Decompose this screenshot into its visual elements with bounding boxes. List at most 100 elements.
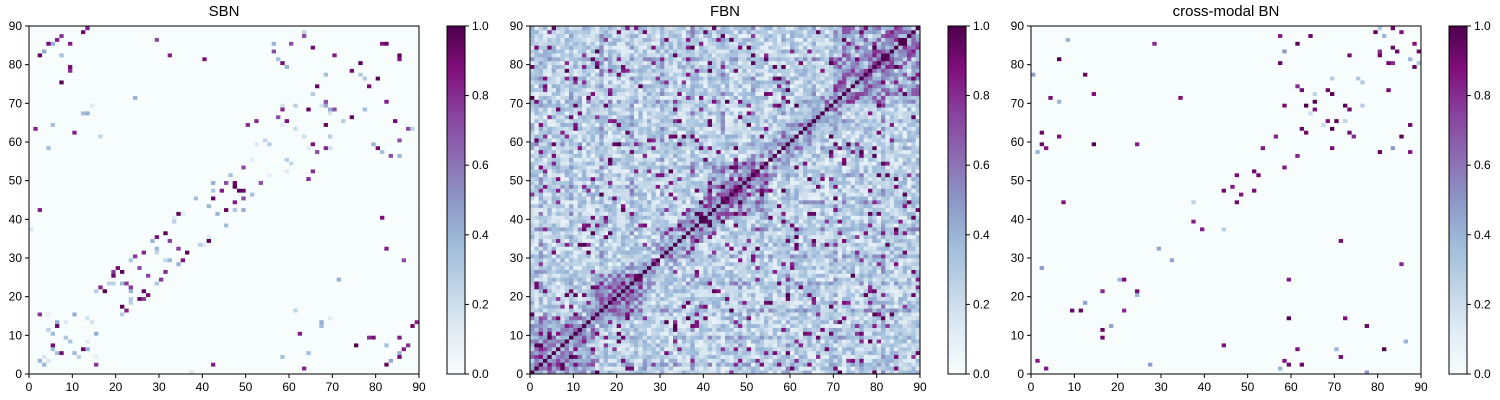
heatmap-cell <box>98 304 104 309</box>
heatmap-cell <box>159 254 164 259</box>
heatmap-cell <box>354 161 359 166</box>
heatmap-cell <box>202 230 208 236</box>
heatmap-cell <box>250 203 255 209</box>
heatmap-cell <box>414 288 420 294</box>
heatmap-cell <box>115 370 121 375</box>
heatmap-cell <box>102 261 108 267</box>
heatmap-cell <box>371 250 377 255</box>
heatmap-cell <box>224 316 229 321</box>
heatmap-cell <box>323 180 329 185</box>
heatmap-cell <box>336 316 342 321</box>
heatmap-cell <box>289 172 294 178</box>
heatmap-cell <box>284 265 290 270</box>
heatmap-cell <box>349 169 355 174</box>
heatmap-cell <box>358 327 364 332</box>
heatmap-cell <box>193 184 199 189</box>
heatmap-cell <box>163 273 169 278</box>
heatmap-cell <box>215 319 221 325</box>
heatmap-cell <box>414 192 420 197</box>
heatmap-cell <box>189 254 195 259</box>
heatmap-cell <box>163 203 169 209</box>
heatmap-cell <box>375 176 381 182</box>
heatmap-cell <box>358 308 364 313</box>
heatmap-cell <box>211 227 216 232</box>
heatmap-cell <box>85 196 91 201</box>
heatmap-cell <box>172 188 177 193</box>
heatmap-cell <box>406 292 411 298</box>
heatmap-cell <box>120 288 125 294</box>
heatmap-cell <box>154 242 160 247</box>
heatmap-cell <box>124 207 130 212</box>
heatmap-cell <box>310 273 316 278</box>
heatmap-cell <box>332 273 338 278</box>
heatmap-cell <box>237 285 242 290</box>
heatmap-cell <box>297 366 303 371</box>
heatmap-cell <box>159 234 164 240</box>
heatmap-cell <box>401 346 407 352</box>
heatmap-cell <box>280 219 286 224</box>
heatmap-cell <box>102 339 108 344</box>
heatmap-cell <box>163 196 169 201</box>
heatmap-cell <box>406 323 411 328</box>
heatmap-cell <box>414 323 420 328</box>
heatmap-cell <box>367 370 372 375</box>
heatmap-cell <box>245 196 251 201</box>
heatmap-cell <box>401 304 407 309</box>
heatmap-cell <box>380 188 385 193</box>
heatmap-cell <box>232 184 238 189</box>
heatmap-cell <box>332 319 338 325</box>
heatmap-cell <box>237 273 242 278</box>
heatmap-cell <box>85 339 91 344</box>
heatmap-cell <box>302 335 307 340</box>
heatmap-cell <box>237 203 242 209</box>
heatmap-cell <box>124 343 130 348</box>
heatmap-cell <box>401 169 407 174</box>
heatmap-cell <box>254 335 260 340</box>
heatmap-cell <box>128 312 134 317</box>
heatmap-cell <box>180 269 186 274</box>
heatmap-cell <box>319 265 325 270</box>
heatmap-cell <box>224 281 229 286</box>
heatmap-cell <box>29 258 34 263</box>
heatmap-cell <box>375 219 381 224</box>
heatmap-cell <box>94 246 99 251</box>
heatmap-cell <box>102 292 108 298</box>
heatmap-cell <box>215 354 221 359</box>
heatmap-cell <box>367 227 372 232</box>
heatmap-cell <box>258 250 264 255</box>
heatmap-cell <box>128 331 134 336</box>
heatmap-cell <box>289 184 294 189</box>
heatmap-cell <box>228 269 234 274</box>
heatmap-cell <box>128 335 134 340</box>
heatmap-cell <box>362 335 368 340</box>
heatmap-cell <box>98 188 104 193</box>
heatmap-cell <box>293 207 299 212</box>
heatmap-cell <box>367 316 372 321</box>
heatmap-cell <box>33 285 39 290</box>
heatmap-cell <box>323 200 329 205</box>
heatmap-cell <box>215 261 221 267</box>
heatmap-cell <box>284 211 290 216</box>
heatmap-cell <box>163 246 169 251</box>
heatmap-cell <box>128 165 134 170</box>
heatmap-cell <box>258 277 264 282</box>
heatmap-cell <box>358 292 364 298</box>
heatmap-cell <box>367 161 372 166</box>
heatmap-cell <box>98 227 104 232</box>
heatmap-cell <box>232 304 238 309</box>
heatmap-cell <box>384 319 390 325</box>
heatmap-cell <box>128 350 134 356</box>
heatmap-cell <box>202 203 208 209</box>
heatmap-cell <box>46 354 52 359</box>
heatmap-cell <box>219 242 225 247</box>
heatmap-cell <box>63 370 69 375</box>
heatmap-cell <box>267 207 273 212</box>
heatmap-cell <box>271 254 277 259</box>
heatmap-cell <box>133 269 138 274</box>
heatmap-cell <box>319 223 325 228</box>
heatmap-cell <box>232 370 238 375</box>
heatmap-cell <box>63 327 69 332</box>
heatmap-cell <box>211 180 216 185</box>
heatmap-cell <box>189 200 195 205</box>
heatmap-cell <box>133 288 138 294</box>
